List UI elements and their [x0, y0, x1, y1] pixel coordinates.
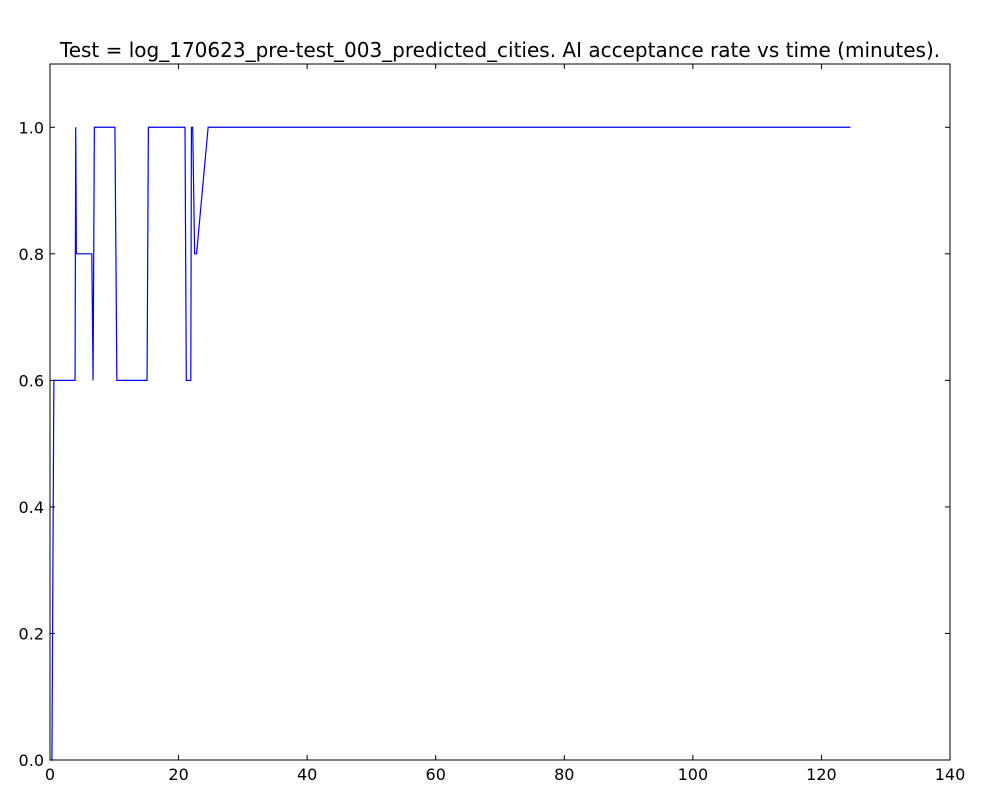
y-tick-label: 0.8 — [19, 245, 44, 264]
x-tick-label: 120 — [806, 765, 837, 784]
x-tick-label: 100 — [678, 765, 709, 784]
axes-layer: 0 20 40 60 80 100 120 140 0.0 0.2 0.4 0.6 0.8 1.0 — [19, 64, 966, 784]
y-tick-label: 1.0 — [19, 118, 44, 137]
series-line-0 — [50, 126, 851, 761]
x-tick-label: 20 — [168, 765, 188, 784]
x-tick-label: 0 — [45, 765, 55, 784]
y-tick-label: 0.0 — [19, 751, 44, 770]
y-tick-label: 0.2 — [19, 624, 44, 643]
chart-title: Test = log_170623_pre-test_003_predicted… — [59, 38, 940, 62]
x-tick-label: 40 — [297, 765, 317, 784]
plot-layer — [50, 126, 851, 761]
y-tick-label: 0.6 — [19, 371, 44, 390]
x-tick-label: 140 — [935, 765, 966, 784]
x-tick-label: 80 — [554, 765, 574, 784]
x-tick-label: 60 — [426, 765, 446, 784]
plot-frame — [49, 63, 951, 761]
y-tick-label: 0.4 — [19, 498, 44, 517]
